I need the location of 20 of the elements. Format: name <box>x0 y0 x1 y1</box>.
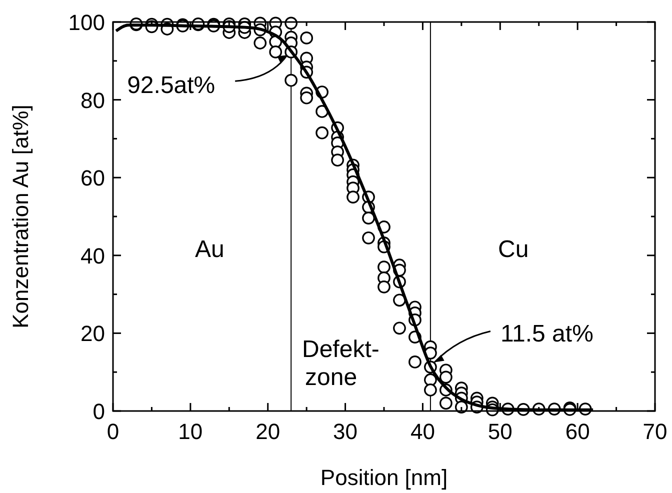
y-tick-label: 100 <box>68 10 105 35</box>
x-axis-title: Position [nm] <box>320 465 448 490</box>
y-axis-title: Konzentration Au [at%] <box>8 104 33 328</box>
x-tick-label: 60 <box>565 419 590 444</box>
y-tick-label: 60 <box>80 166 105 191</box>
x-tick-label: 20 <box>256 419 280 444</box>
annotation: Defekt- zone <box>302 336 380 391</box>
x-tick-label: 50 <box>488 419 512 444</box>
x-tick-label: 10 <box>178 419 203 444</box>
x-tick-label: 70 <box>642 419 668 444</box>
x-tick-label: 30 <box>333 419 358 444</box>
annotation: Au <box>195 236 224 263</box>
x-tick-label: 40 <box>410 419 435 444</box>
y-tick-label: 80 <box>80 88 105 113</box>
y-tick-label: 40 <box>80 243 105 268</box>
annotation: 11.5 at% <box>500 320 594 348</box>
y-tick-label: 20 <box>80 321 105 346</box>
annotation: Cu <box>498 236 529 263</box>
y-tick-label: 0 <box>92 399 105 424</box>
annotation: 92.5at% <box>127 72 216 100</box>
